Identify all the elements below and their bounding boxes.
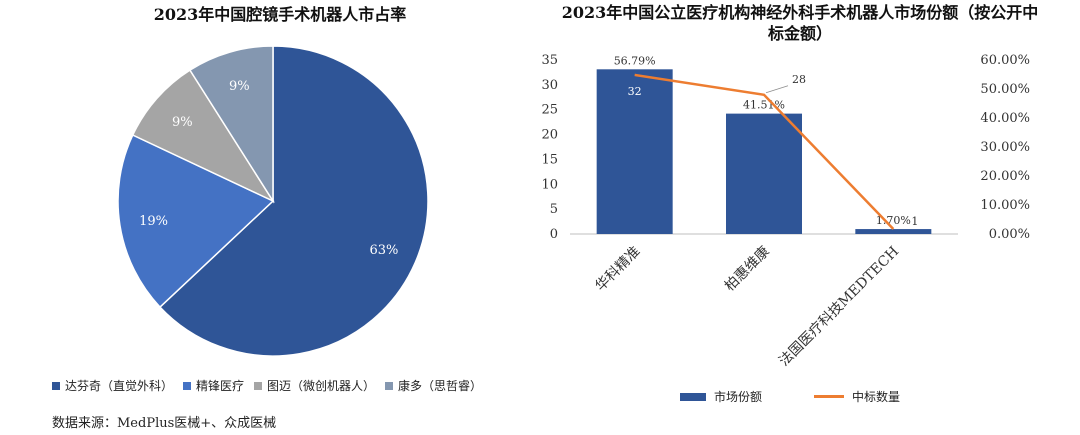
right-axis-tick-label: 40.00% bbox=[980, 111, 1030, 126]
left-axis-tick-label: 5 bbox=[550, 202, 558, 217]
pie-slice bbox=[131, 69, 276, 203]
legend-swatch bbox=[814, 395, 845, 398]
bar bbox=[596, 69, 673, 235]
left-axis-tick-label: 25 bbox=[541, 103, 558, 118]
pie-chart: 63% 19% 9% 9% bbox=[117, 45, 429, 357]
left-axis-tick-label: 30 bbox=[541, 78, 558, 93]
combo-legend: 市场份额 中标数量 bbox=[680, 388, 910, 405]
bar-value-label: 1.70% bbox=[876, 214, 911, 227]
legend-swatch bbox=[52, 381, 60, 390]
legend-item-kangduo: 康多（思哲睿） bbox=[385, 377, 482, 394]
pie-slice-label: 9% bbox=[172, 115, 193, 130]
category-label: 法国医疗科技MEDTECH bbox=[776, 244, 902, 370]
market-share-pie-panel: 2023年中国腔镜手术机器人市占率 63% 19% 9% 9% 达芬奇（直觉外科） 精… bbox=[52, 5, 492, 431]
bar-value-label: 56.79% bbox=[614, 54, 656, 67]
left-axis-tick-label: 20 bbox=[541, 128, 558, 143]
combo-chart: 0 5 10 15 20 25 30 35 0.00% 10.00% 20.00% 30.00% 40.… bbox=[541, 53, 1030, 370]
legend-swatch bbox=[680, 392, 706, 401]
legend-item-jingfeng: 精锋医疗 bbox=[183, 377, 244, 394]
legend-item-market-share: 市场份额 bbox=[680, 388, 762, 405]
line-value-label: 1 bbox=[911, 215, 918, 228]
legend-label: 中标数量 bbox=[852, 390, 901, 404]
right-axis-tick-label: 50.00% bbox=[980, 82, 1030, 97]
bar-value-label: 41.51% bbox=[743, 99, 785, 112]
right-axis-tick-label: 20.00% bbox=[980, 169, 1030, 184]
pie-slice bbox=[158, 45, 429, 357]
legend-item-davinci: 达芬奇（直觉外科） bbox=[52, 377, 173, 394]
pie-slice-label: 63% bbox=[370, 243, 399, 258]
neurosurgery-share-panel: 2023年中国公立医疗机构神经外科手术机器人市场份额（按公开中标金额） 0 5 10… bbox=[540, 0, 1080, 435]
legend-label: 市场份额 bbox=[714, 390, 763, 404]
category-label: 华科精准 bbox=[593, 244, 644, 295]
legend-label: 达芬奇（直觉外科） bbox=[65, 379, 174, 393]
left-axis-tick-label: 10 bbox=[541, 177, 558, 192]
right-axis-tick-label: 0.00% bbox=[989, 227, 1030, 242]
line-value-label: 32 bbox=[628, 85, 642, 98]
pie-legend: 达芬奇（直觉外科） 精锋医疗 图迈（微创机器人） 康多（思哲睿） bbox=[52, 377, 492, 394]
pie-slice bbox=[188, 45, 274, 204]
pie-slice-label: 19% bbox=[139, 214, 168, 229]
legend-swatch bbox=[183, 381, 192, 390]
label-leader-line bbox=[765, 85, 789, 94]
legend-item-toumai: 图迈（微创机器人） bbox=[254, 377, 375, 394]
left-axis-tick-label: 35 bbox=[541, 53, 558, 68]
legend-label: 康多（思哲睿） bbox=[398, 379, 483, 393]
legend-label: 精锋医疗 bbox=[196, 379, 245, 393]
data-source-note: 数据来源：MedPlus医械+、众成医械 bbox=[52, 416, 277, 431]
category-label: 柏惠维康 bbox=[721, 243, 773, 295]
legend-label: 图迈（微创机器人） bbox=[267, 379, 376, 393]
combo-chart-title: 2023年中国公立医疗机构神经外科手术机器人市场份额（按公开中标金额） bbox=[561, 3, 1039, 43]
left-axis-tick-label: 15 bbox=[541, 152, 558, 167]
bar bbox=[726, 113, 802, 234]
pie-chart-title: 2023年中国腔镜手术机器人市占率 bbox=[153, 5, 407, 24]
right-axis-tick-label: 10.00% bbox=[980, 198, 1030, 213]
right-axis-tick-label: 30.00% bbox=[980, 140, 1030, 155]
bar bbox=[855, 229, 932, 234]
legend-item-bid-count: 中标数量 bbox=[814, 388, 900, 405]
left-axis-tick-label: 0 bbox=[550, 227, 558, 242]
pie-slice bbox=[117, 134, 275, 309]
pie-slice-label: 9% bbox=[229, 79, 250, 94]
line-value-label: 28 bbox=[792, 73, 806, 86]
right-axis-tick-label: 60.00% bbox=[980, 53, 1030, 68]
legend-swatch bbox=[385, 381, 394, 390]
legend-swatch bbox=[254, 381, 263, 390]
bid-count-line bbox=[634, 73, 895, 230]
